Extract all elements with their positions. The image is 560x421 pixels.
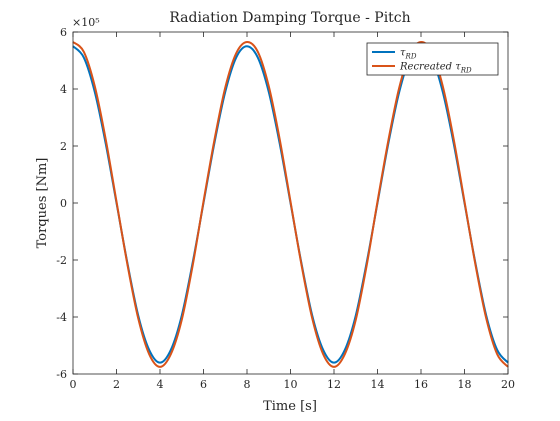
y-tick-label: 0 <box>60 197 67 210</box>
plot-area: 0 2 4 6 8 10 12 14 16 18 20 -6 -4 -2 0 2 4 6 <box>56 26 515 391</box>
legend-label-2: Recreated τRD <box>399 62 472 75</box>
x-tick-label: 4 <box>157 378 164 391</box>
x-tick-label: 20 <box>501 378 515 391</box>
legend-box <box>366 42 499 76</box>
y-tick-label: 2 <box>60 140 67 153</box>
x-tick-label: 0 <box>70 378 77 391</box>
x-tick-label: 12 <box>327 378 341 391</box>
x-tick-label: 6 <box>200 378 207 391</box>
x-axis-label: Time [s] <box>263 399 317 414</box>
y-tick-label: -4 <box>56 311 67 324</box>
y-tick-label: 4 <box>60 83 67 96</box>
y-tick-label: -2 <box>56 254 67 267</box>
chart-title: Radiation Damping Torque - Pitch <box>169 10 410 26</box>
x-tick-label: 14 <box>371 378 385 391</box>
legend-label-1: τRD <box>400 48 417 61</box>
x-tick-label: 18 <box>458 378 472 391</box>
y-axis-label: Torques [Nm] <box>35 158 50 249</box>
x-tick-label: 8 <box>244 378 251 391</box>
x-tick-label: 10 <box>284 378 298 391</box>
x-tick-label: 2 <box>113 378 120 391</box>
y-tick-label: -6 <box>56 368 67 381</box>
x-tick-label: 16 <box>414 378 428 391</box>
y-exponent-label: ×10⁵ <box>72 16 100 29</box>
y-tick-label: 6 <box>60 26 67 39</box>
